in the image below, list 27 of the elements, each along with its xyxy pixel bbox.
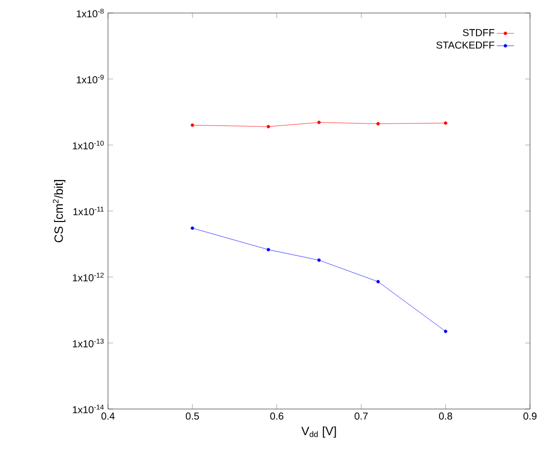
x-tick-label: 0.7 — [354, 412, 368, 420]
point — [317, 120, 321, 124]
point — [444, 330, 448, 334]
y-tick-label: 1x10$^{-8}$ — [76, 8, 104, 18]
x-tick-label: 0.6 — [270, 412, 284, 420]
x-tick-label: 0.5 — [186, 412, 199, 420]
legend-label: STDFF — [462, 29, 494, 36]
y-tick-label: 1x10$^{-10}$ — [72, 140, 104, 150]
y-tick-label: 1x10$^{-14}$ — [72, 404, 104, 414]
point — [376, 122, 380, 126]
y-tick-label: 1x10$^{-12}$ — [72, 272, 104, 282]
point — [190, 226, 194, 230]
x-tick-label: 0.8 — [439, 412, 452, 420]
x-tick-label: 0.4 — [101, 412, 115, 420]
point — [376, 280, 380, 284]
point — [266, 124, 270, 128]
x-axis-title: V$_{dd}$ [V] — [301, 426, 336, 438]
y-tick-label: 1x10$^{-9}$ — [76, 74, 104, 84]
point — [190, 123, 194, 127]
y-axis-title: CS [cm$^{2}$/bit] — [52, 180, 66, 242]
y-tick-label: 1x10$^{-11}$ — [73, 206, 104, 216]
point — [266, 248, 270, 252]
point — [444, 121, 448, 125]
legend-label: STACKEDFF — [436, 42, 494, 49]
point — [317, 258, 321, 262]
y-tick-label: 1x10$^{-13}$ — [72, 338, 104, 348]
x-tick-label: 0.9 — [523, 412, 536, 420]
